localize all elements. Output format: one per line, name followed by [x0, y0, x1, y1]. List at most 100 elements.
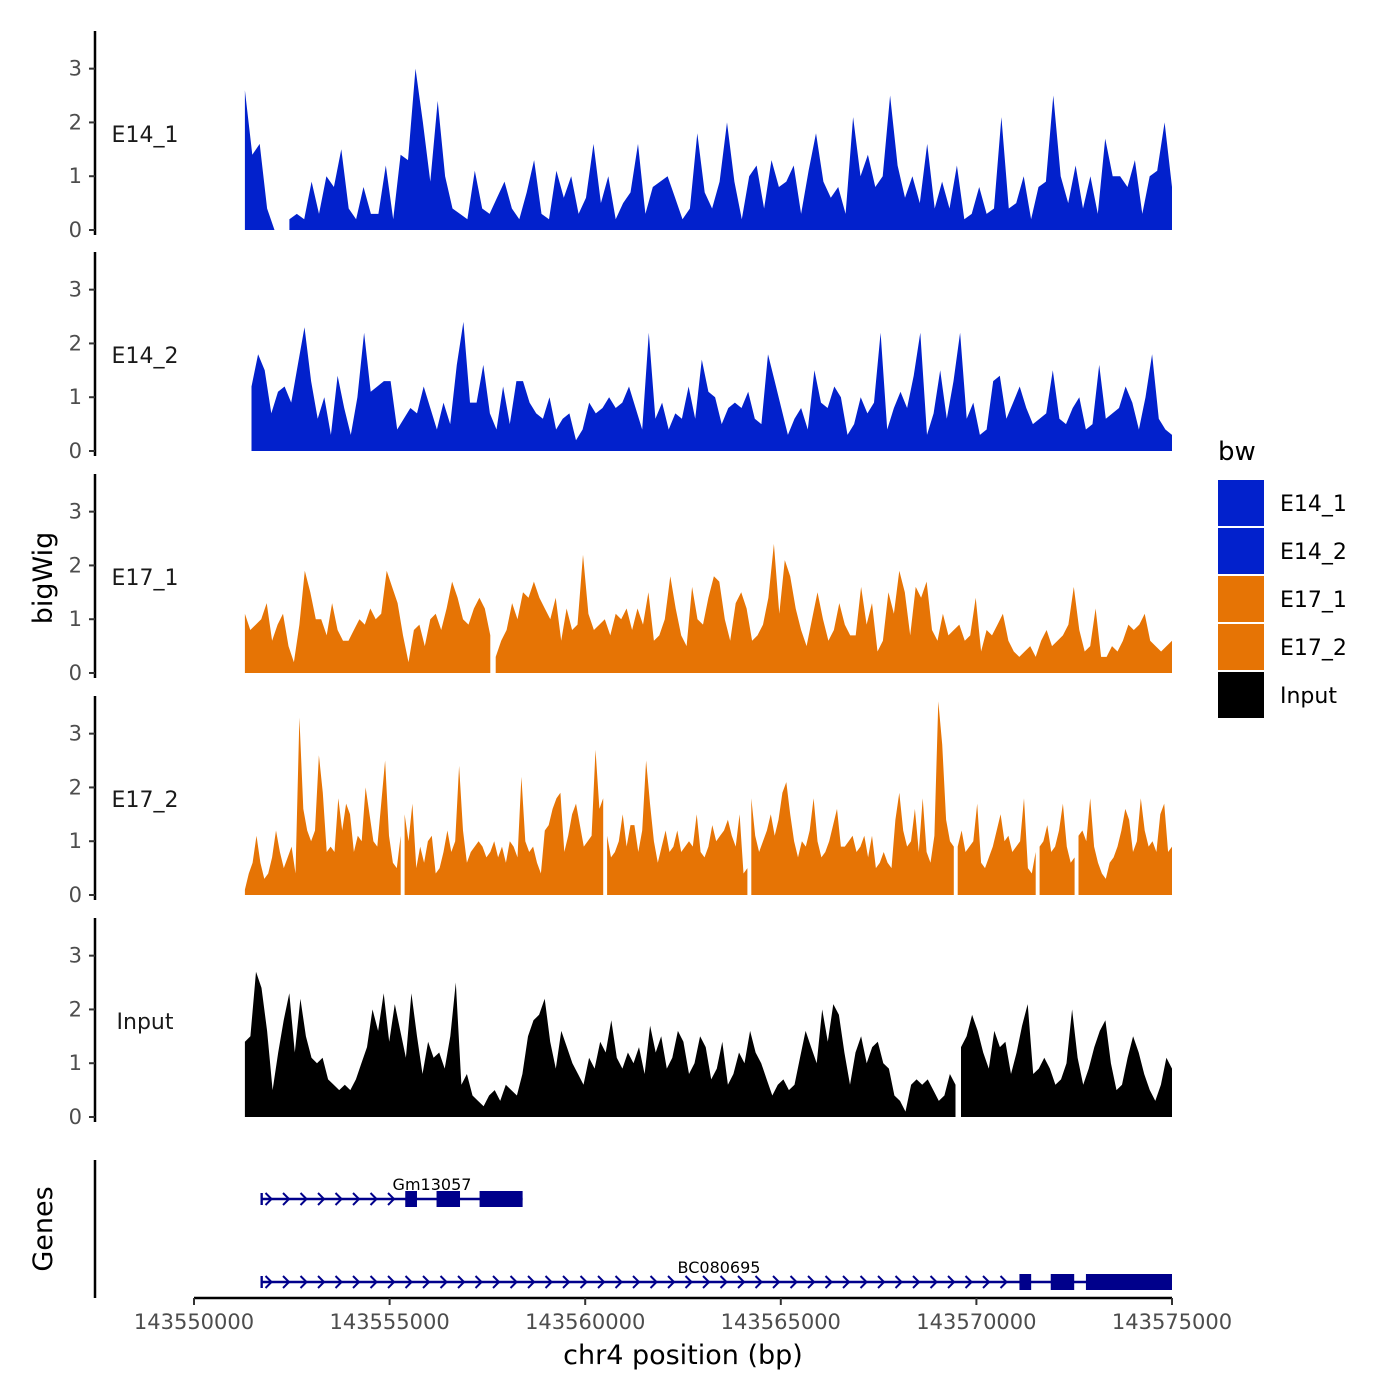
strand-arrow — [509, 1275, 518, 1289]
strand-arrow — [702, 1275, 711, 1289]
strand-arrow — [422, 1275, 431, 1289]
x-axis-title: chr4 position (bp) — [563, 1340, 803, 1371]
strand-arrow — [667, 1275, 676, 1289]
strand-arrow — [492, 1275, 501, 1289]
strand-arrow — [264, 1275, 273, 1289]
strand-arrow — [999, 1275, 1008, 1289]
legend-item-E17_1: E17_1 — [1218, 576, 1347, 622]
legend-label: Input — [1280, 684, 1337, 709]
strand-arrow — [772, 1275, 781, 1289]
strand-arrow — [282, 1275, 291, 1289]
x-tick-label: 143555000 — [329, 1310, 449, 1334]
gene-models: Gm13057 BC080695 — [260, 1175, 1172, 1290]
track-label: Input — [117, 1010, 174, 1035]
y-tick-label: 0 — [69, 439, 82, 463]
track-E17_1: 0 1 2 3 E17_1 — [69, 474, 1172, 685]
strand-arrow — [912, 1275, 921, 1289]
strand-arrow — [894, 1275, 903, 1289]
strand-arrow — [457, 1275, 466, 1289]
y-tick-label: 3 — [69, 278, 82, 302]
y-tick-label: 0 — [69, 218, 82, 242]
legend-title: bw — [1218, 437, 1256, 467]
strand-arrow — [334, 1192, 343, 1206]
strand-arrow — [649, 1275, 658, 1289]
signal-area-Input — [244, 971, 956, 1117]
legend-label: E14_1 — [1280, 492, 1347, 517]
legend-items: E14_1 E14_2 E17_1 E17_2 Input — [1218, 480, 1347, 718]
strand-arrow — [842, 1275, 851, 1289]
strand-arrow — [369, 1275, 378, 1289]
y-tick-label: 2 — [69, 775, 82, 799]
signal-area-Input — [961, 1004, 1172, 1117]
track-label: E14_2 — [112, 344, 179, 369]
strand-arrow — [404, 1275, 413, 1289]
track-E17_2: 0 1 2 3 E17_2 — [69, 696, 1172, 907]
strand-arrow — [544, 1275, 553, 1289]
genes-track-label: Genes — [28, 1186, 59, 1271]
y-tick-label: 2 — [69, 110, 82, 134]
gene-exon — [1050, 1274, 1075, 1290]
strand-arrow — [754, 1275, 763, 1289]
legend-item-E14_1: E14_1 — [1218, 480, 1347, 526]
strand-arrow — [387, 1275, 396, 1289]
signal-area-E14_1 — [244, 90, 282, 230]
legend-swatch — [1218, 576, 1264, 622]
signal-area-E17_2 — [244, 717, 401, 895]
x-tick-label: 143560000 — [525, 1310, 645, 1334]
strand-arrow — [789, 1275, 798, 1289]
strand-arrow — [369, 1192, 378, 1206]
y-tick-label: 1 — [69, 607, 82, 631]
signal-area-E17_2 — [404, 749, 604, 895]
x-axis: 143550000 143555000 143560000 143565000 1435… — [134, 1296, 1232, 1371]
y-tick-label: 2 — [69, 997, 82, 1021]
y-tick-label: 1 — [69, 1051, 82, 1075]
signal-area-E17_1 — [495, 543, 1172, 673]
strand-arrow — [947, 1275, 956, 1289]
legend: bw E14_1 E14_2 E17_1 E17_2 Input — [1218, 437, 1347, 718]
strand-arrow — [597, 1275, 606, 1289]
genes-track: Genes Gm13057 BC080695 — [28, 1160, 1172, 1298]
gene-exon — [1085, 1274, 1172, 1290]
strand-arrow — [877, 1275, 886, 1289]
y-tick-label: 2 — [69, 331, 82, 355]
signal-area-E17_2 — [607, 760, 748, 895]
strand-arrow — [474, 1275, 483, 1289]
y-tick-label: 3 — [69, 944, 82, 968]
strand-arrow — [387, 1192, 396, 1206]
strand-arrow — [299, 1192, 308, 1206]
signal-area-E17_2 — [1078, 798, 1172, 895]
signal-tracks: 0 1 2 3 E14_1 0 1 2 3 E14_2 0 1 2 3 E17_1 0 1 2 3 E17_2 0 1 2 3… — [69, 31, 1172, 1129]
strand-arrow — [352, 1275, 361, 1289]
strand-arrow — [317, 1275, 326, 1289]
y-tick-label: 3 — [69, 57, 82, 81]
y-tick-label: 0 — [69, 1105, 82, 1129]
track-label: E17_2 — [112, 788, 179, 813]
y-tick-label: 3 — [69, 500, 82, 524]
strand-arrow — [719, 1275, 728, 1289]
legend-item-E14_2: E14_2 — [1218, 528, 1347, 574]
legend-swatch — [1218, 528, 1264, 574]
gene-Gm13057: Gm13057 — [260, 1175, 523, 1207]
y-tick-label: 2 — [69, 553, 82, 577]
strand-arrow — [527, 1275, 536, 1289]
gene-exon — [436, 1191, 461, 1207]
strand-arrow — [859, 1275, 868, 1289]
strand-arrow — [334, 1275, 343, 1289]
gene-exon — [1019, 1274, 1032, 1290]
strand-arrow — [737, 1275, 746, 1289]
strand-arrow — [317, 1192, 326, 1206]
x-tick-label: 143575000 — [1112, 1310, 1232, 1334]
legend-label: E17_1 — [1280, 588, 1347, 613]
strand-arrow — [684, 1275, 693, 1289]
signal-area-E17_2 — [751, 701, 954, 895]
x-ticks: 143550000 143555000 143560000 143565000 1435… — [134, 1298, 1232, 1334]
gene-exon — [405, 1191, 417, 1207]
gene-label: Gm13057 — [393, 1175, 472, 1194]
gene-label: BC080695 — [678, 1258, 761, 1277]
legend-swatch — [1218, 624, 1264, 670]
gene-exon — [479, 1191, 523, 1207]
strand-arrow — [929, 1275, 938, 1289]
gene-BC080695: BC080695 — [260, 1258, 1172, 1290]
legend-item-E17_2: E17_2 — [1218, 624, 1347, 670]
